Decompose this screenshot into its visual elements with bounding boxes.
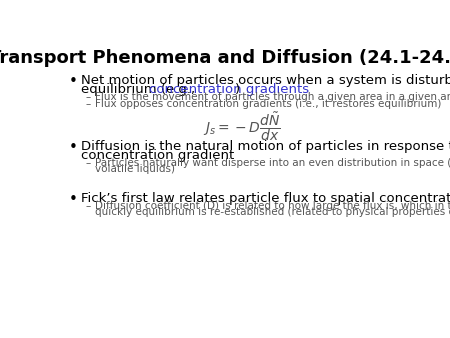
Text: •: • bbox=[68, 192, 77, 207]
Text: –: – bbox=[86, 92, 91, 102]
Text: quickly equilibrium is re-established (related to physical properties of particl: quickly equilibrium is re-established (r… bbox=[94, 207, 450, 217]
Text: Transport Phenomena and Diffusion (24.1-24.2): Transport Phenomena and Diffusion (24.1-… bbox=[0, 49, 450, 67]
Text: Flux is the movement of particles through a given area in a given amount of time: Flux is the movement of particles throug… bbox=[94, 92, 450, 102]
Text: $J_s = -D\dfrac{d\tilde{N}}{dx}$: $J_s = -D\dfrac{d\tilde{N}}{dx}$ bbox=[202, 110, 280, 143]
Text: Fick’s first law relates particle flux to spatial concentration gradients: Fick’s first law relates particle flux t… bbox=[81, 192, 450, 204]
Text: concentration gradients: concentration gradients bbox=[148, 83, 309, 96]
Text: Diffusion is the natural motion of particles in response to a spatial: Diffusion is the natural motion of parti… bbox=[81, 140, 450, 153]
Text: equilibrium (e.g.,: equilibrium (e.g., bbox=[81, 83, 200, 96]
Text: Particles naturally want disperse into an even distribution in space (e.g., odor: Particles naturally want disperse into a… bbox=[94, 158, 450, 168]
Text: –: – bbox=[86, 158, 91, 168]
Text: •: • bbox=[68, 140, 77, 155]
Text: –: – bbox=[86, 201, 91, 211]
Text: ): ) bbox=[235, 83, 240, 96]
Text: concentration gradient: concentration gradient bbox=[81, 149, 234, 162]
Text: Flux opposes concentration gradients (i.e., it restores equilibrium): Flux opposes concentration gradients (i.… bbox=[94, 99, 441, 108]
Text: •: • bbox=[68, 74, 77, 89]
Text: equilibrium (e.g.,: equilibrium (e.g., bbox=[81, 83, 200, 96]
Text: Diffusion coefficient (D) is related to how large the flux is, which in turn det: Diffusion coefficient (D) is related to … bbox=[94, 201, 450, 211]
Text: volatile liquids): volatile liquids) bbox=[94, 164, 175, 174]
Text: –: – bbox=[86, 99, 91, 108]
Text: Net motion of particles occurs when a system is disturbed from: Net motion of particles occurs when a sy… bbox=[81, 74, 450, 88]
